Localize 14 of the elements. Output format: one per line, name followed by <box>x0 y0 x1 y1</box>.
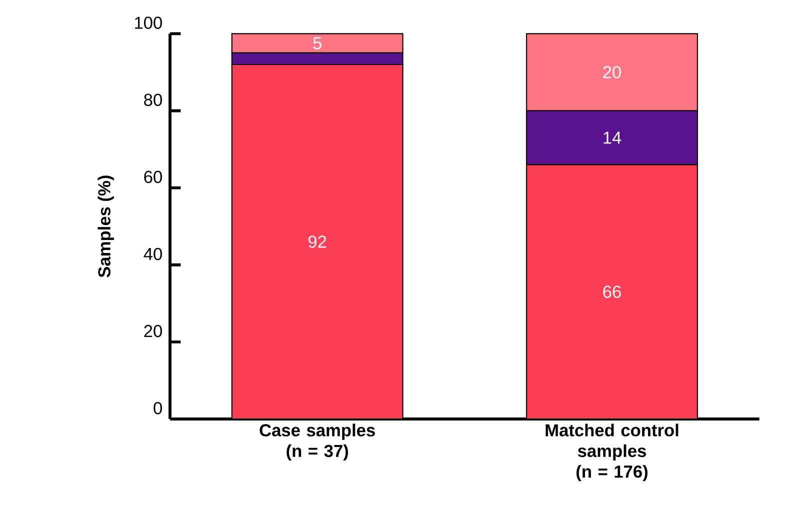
y-tick-label: 80 <box>144 94 162 106</box>
y-tick-label: 0 <box>154 402 162 414</box>
data-label: 5 <box>313 37 322 50</box>
y-tick-label: 100 <box>135 16 162 29</box>
y-tick-label: 20 <box>144 324 162 338</box>
y-axis-title: Samples (%) <box>98 176 114 278</box>
x-tick-label: Case samples (n = 37) <box>260 424 375 461</box>
y-tick-label: 40 <box>144 248 162 260</box>
data-label: 20 <box>603 66 621 78</box>
data-label: 66 <box>603 286 621 298</box>
y-tick-label: 60 <box>144 170 162 184</box>
x-tick-label: Matched control samples (n = 176) <box>546 424 678 482</box>
data-label: 92 <box>308 236 326 248</box>
data-label: 14 <box>604 132 622 144</box>
